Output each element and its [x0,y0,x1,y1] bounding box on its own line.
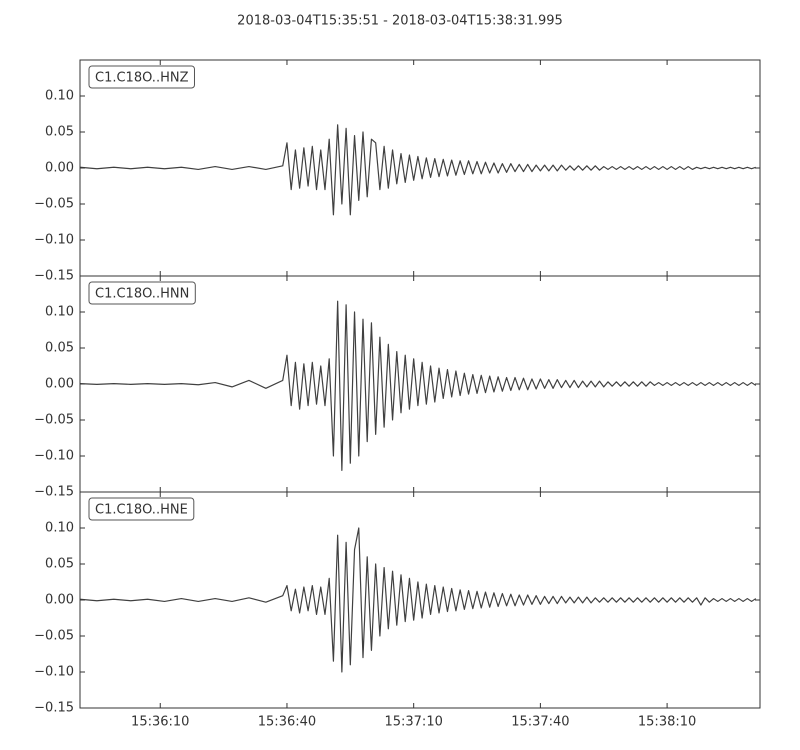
waveform [79,124,756,216]
legend-box [88,281,196,305]
y-tick-label: 0.10 [45,305,74,320]
y-tick-label: 0.05 [45,341,74,356]
y-tick-label: 0.00 [45,377,74,392]
panel: C1.C18O..HNZ −0.15 −0.10 −0.05 0.00 0.05 0.10 [34,59,761,284]
legend: C1.C18O..HNZ [88,65,195,89]
y-tick-label: 0.10 [45,89,74,104]
waveform [79,300,757,471]
y-tick-label: −0.15 [34,701,74,716]
y-tick-label: 0.05 [45,557,74,572]
y-tick-label: 0.00 [45,593,74,608]
legend-label: C1.C18O..HNE [95,503,188,518]
y-tick-label: −0.10 [34,449,74,464]
x-tick-label: 15:38:10 [638,715,696,730]
y-tick-label: −0.05 [34,629,74,644]
x-tick-label: 15:37:10 [384,715,442,730]
panel: C1.C18O..HNE −0.15 −0.10 −0.05 0.00 0.05 0.10 1… [34,491,761,730]
y-tick-label: −0.05 [34,413,74,428]
legend-box [88,65,195,89]
y-tick-label: −0.15 [34,269,74,284]
waveform [79,527,757,673]
legend-label: C1.C18O..HNZ [95,71,189,86]
y-tick-label: 0.05 [45,125,74,140]
legend-box [88,497,195,521]
y-tick-label: −0.10 [34,233,74,248]
y-tick-label: −0.15 [34,485,74,500]
legend: C1.C18O..HNN [88,281,196,305]
x-tick-label: 15:37:40 [511,715,569,730]
legend: C1.C18O..HNE [88,497,195,521]
y-tick-label: −0.05 [34,197,74,212]
plot-frame [79,491,761,709]
y-tick-label: 0.00 [45,161,74,176]
y-tick-label: 0.10 [45,521,74,536]
y-tick-label: −0.10 [34,665,74,680]
figure-title: 2018-03-04T15:35:51 - 2018-03-04T15:38:3… [237,14,563,29]
legend-label: C1.C18O..HNN [95,287,189,302]
x-tick-label: 15:36:10 [131,715,189,730]
x-tick-label: 15:36:40 [258,715,316,730]
panel: C1.C18O..HNN −0.15 −0.10 −0.05 0.00 0.05 0.10 [34,275,761,500]
